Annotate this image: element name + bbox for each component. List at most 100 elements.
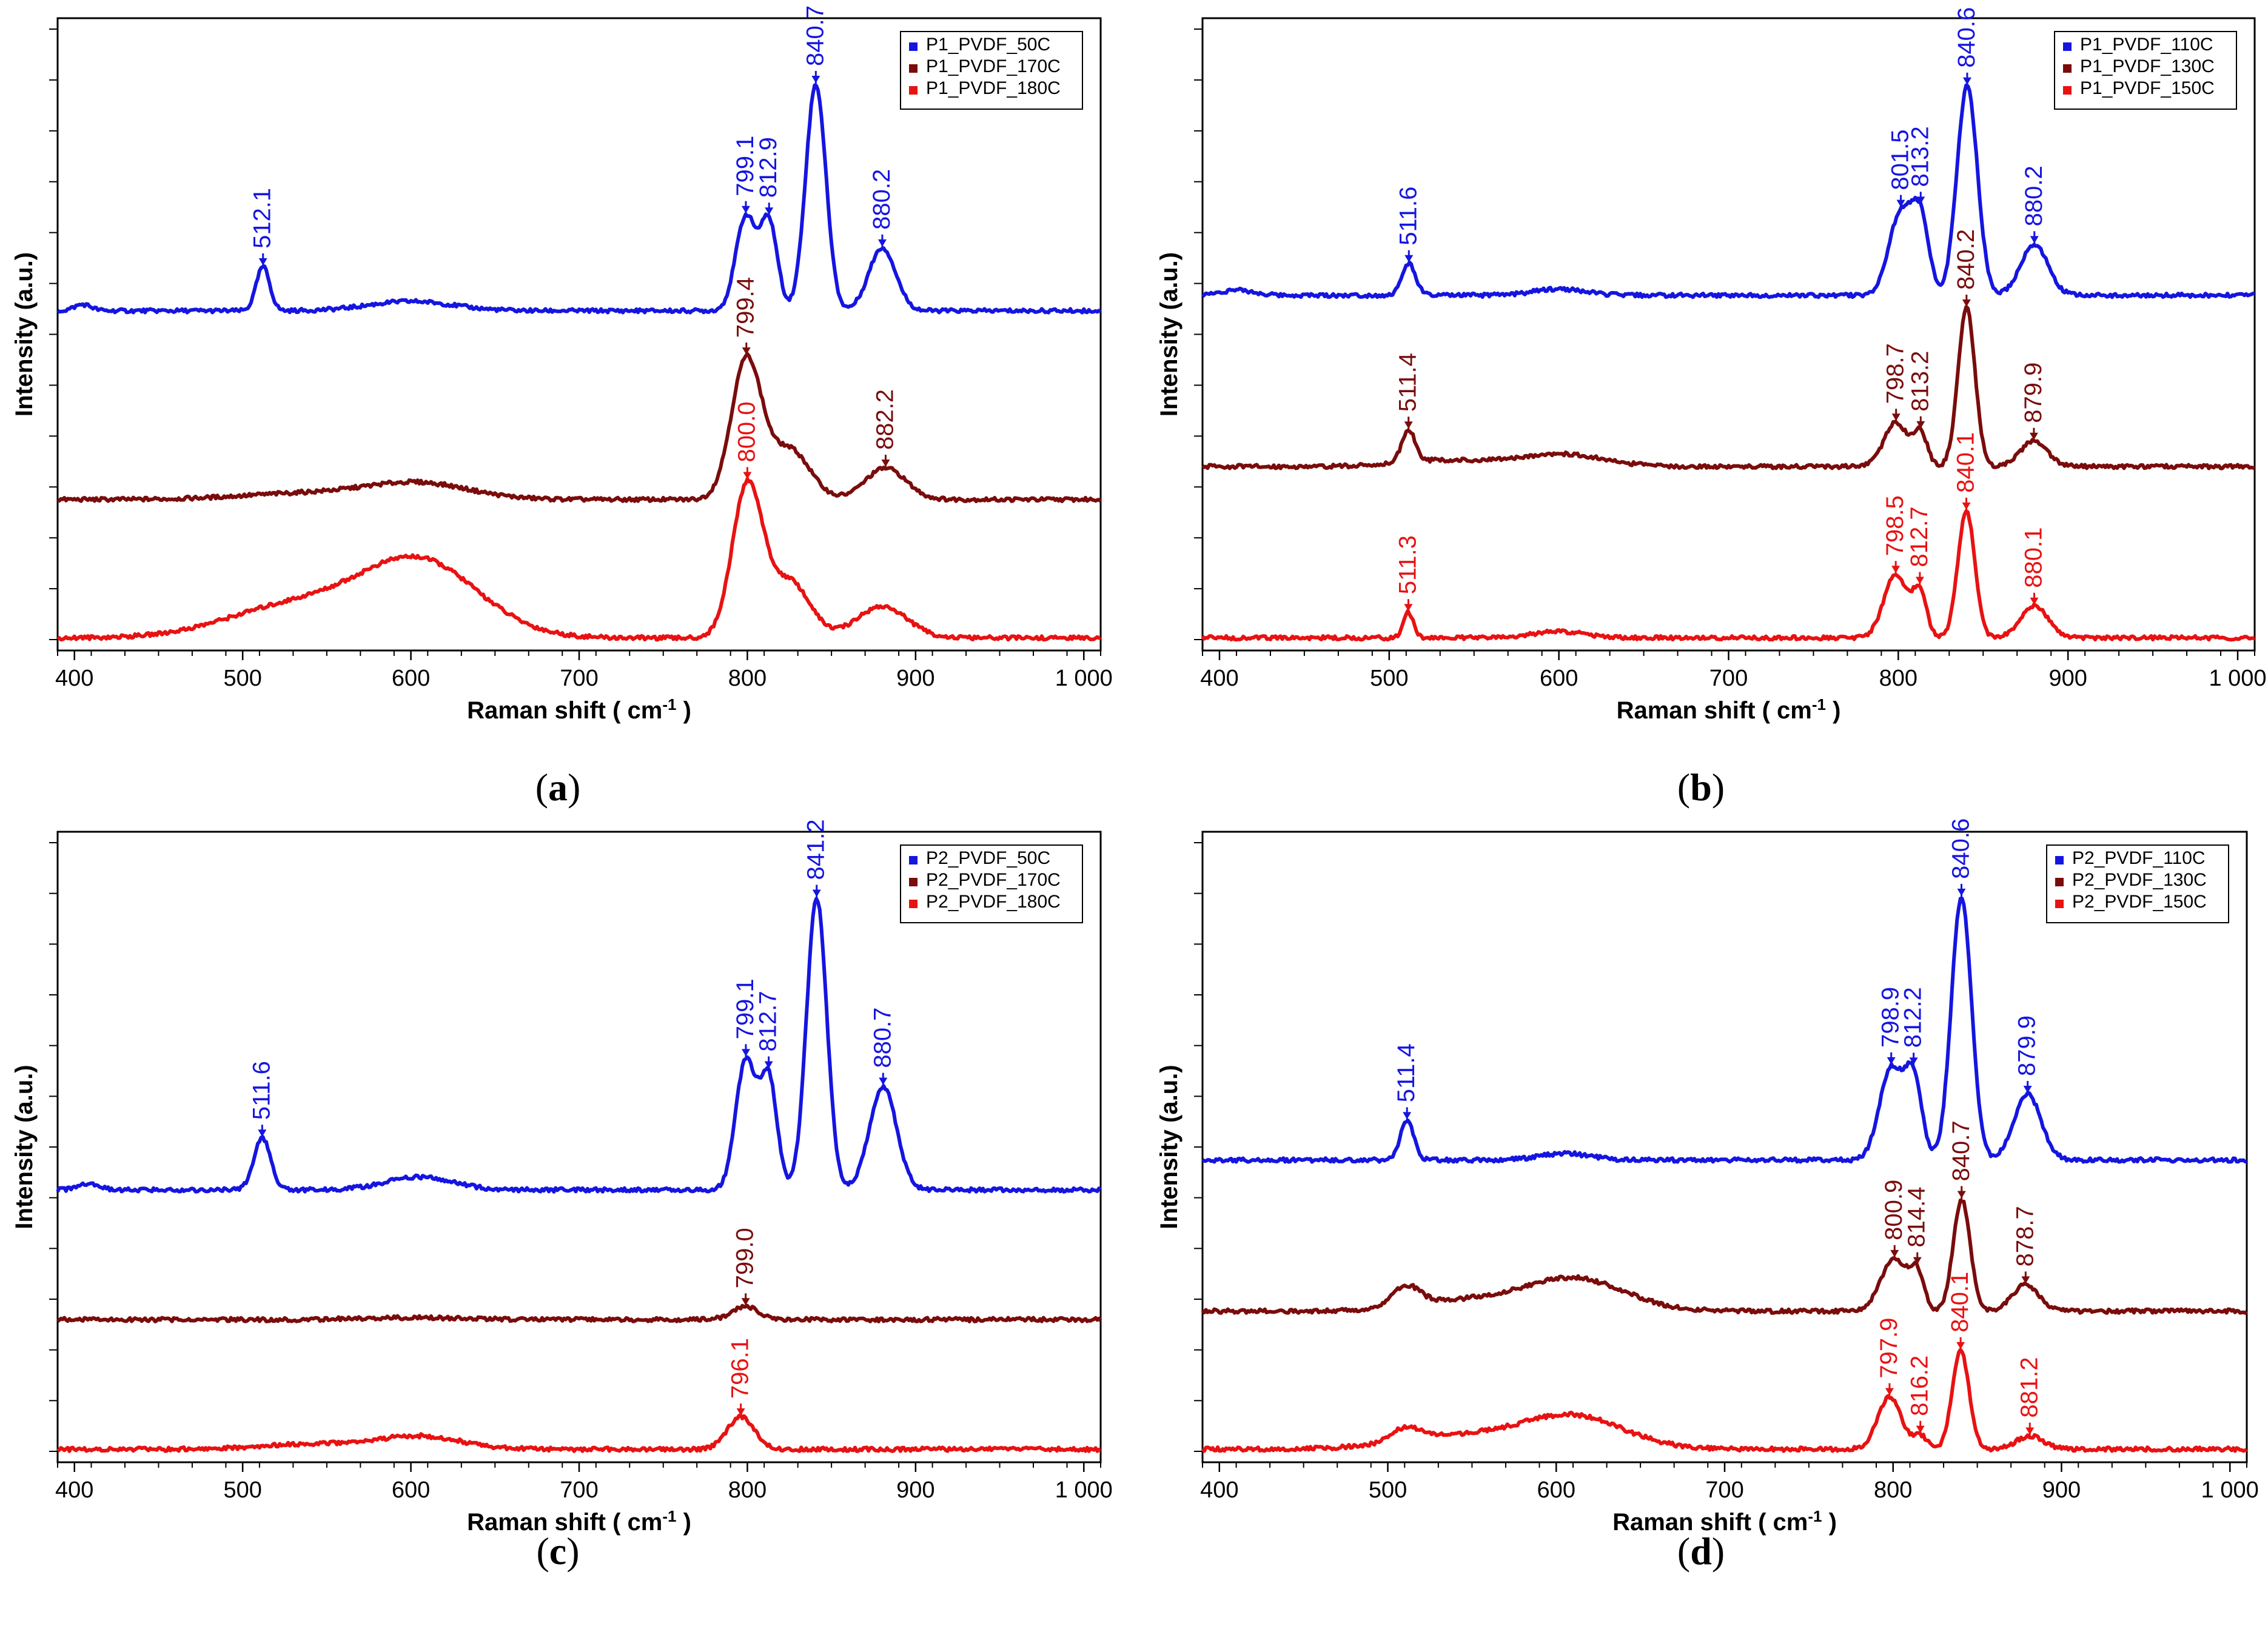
peak-marker-arrow bbox=[1885, 1388, 1894, 1396]
legend-entry: P1_PVDF_170C bbox=[926, 56, 1061, 76]
panel-d: 400 500 600 700 800 900 1 000 Raman shift ( cm-… bbox=[1156, 818, 2259, 1573]
peak-marker-arrow bbox=[1890, 1249, 1899, 1257]
legend-swatch bbox=[2055, 878, 2064, 886]
peak-marker-arrow bbox=[1403, 1112, 1412, 1120]
peak-label: 816.2 bbox=[1907, 1356, 1933, 1416]
peak-marker-arrow bbox=[258, 258, 267, 266]
panel-a: 400 500 600 700 800 900 1 000 Raman shift ( cm-… bbox=[11, 5, 1113, 809]
series-line-P2_PVDF_170C bbox=[56, 1303, 1102, 1323]
peak-marker-arrow bbox=[2023, 1086, 2032, 1094]
y-axis-title: Intensity (a.u.) bbox=[11, 1065, 38, 1229]
peak-marker-arrow bbox=[879, 1077, 888, 1085]
peak-label: 799.1 bbox=[732, 978, 759, 1039]
peak-label: 799.0 bbox=[732, 1228, 759, 1288]
peak-label: 881.2 bbox=[2016, 1357, 2042, 1418]
legend-swatch bbox=[2055, 900, 2064, 908]
legend-swatch bbox=[2055, 856, 2064, 864]
legend-box bbox=[2054, 31, 2237, 110]
peak-marker-arrow bbox=[1404, 604, 1413, 612]
x-tick-label: 800 bbox=[1874, 1477, 1912, 1503]
peak-marker-arrow bbox=[1916, 196, 1925, 204]
peak-marker-arrow bbox=[1962, 299, 1971, 307]
legend-swatch bbox=[909, 86, 918, 95]
x-tick-label: 900 bbox=[2048, 666, 2087, 691]
peak-marker-arrow bbox=[741, 206, 750, 213]
peak-label: 880.7 bbox=[869, 1008, 896, 1068]
peak-marker-arrow bbox=[764, 1061, 773, 1069]
peak-marker-arrow bbox=[1913, 1257, 1922, 1265]
peak-marker-arrow bbox=[881, 460, 890, 467]
x-tick-label: 800 bbox=[728, 666, 767, 691]
x-tick-label: 900 bbox=[2042, 1477, 2081, 1503]
series-line-P2_PVDF_130C bbox=[1201, 1198, 2248, 1315]
peak-label: 797.9 bbox=[1876, 1318, 1902, 1379]
peak-marker-arrow bbox=[743, 472, 752, 480]
peak-label: 798.9 bbox=[1877, 987, 1904, 1048]
peak-marker-arrow bbox=[2021, 1276, 2030, 1284]
x-tick-label: 400 bbox=[1200, 1477, 1238, 1503]
peak-label: 840.7 bbox=[802, 5, 828, 66]
legend-entry: P2_PVDF_180C bbox=[926, 892, 1061, 912]
x-tick-label: 1 000 bbox=[2209, 666, 2266, 691]
y-axis-title: Intensity (a.u.) bbox=[1156, 1065, 1183, 1229]
peak-label: 840.7 bbox=[1948, 1120, 1974, 1181]
series-line-P1_PVDF_110C bbox=[1201, 83, 2255, 299]
legend-entry: P2_PVDF_150C bbox=[2072, 892, 2207, 912]
legend-entry: P1_PVDF_50C bbox=[926, 35, 1050, 55]
peak-label: 880.2 bbox=[2021, 166, 2047, 226]
x-tick-label: 900 bbox=[896, 666, 934, 691]
plot-frame bbox=[1201, 831, 2248, 1463]
peak-marker-arrow bbox=[1896, 199, 1905, 207]
x-tick-label: 500 bbox=[223, 1477, 261, 1503]
plot-frame bbox=[56, 17, 1102, 652]
legend-swatch bbox=[909, 900, 918, 908]
legend-entry: P2_PVDF_110C bbox=[2072, 848, 2206, 868]
peak-label: 799.1 bbox=[732, 136, 759, 196]
peak-label: 511.4 bbox=[1393, 1043, 1420, 1102]
x-tick-label: 800 bbox=[728, 1477, 767, 1503]
peak-marker-arrow bbox=[1956, 1342, 1965, 1349]
panel-caption: (a) bbox=[535, 766, 581, 809]
x-axis-title: Raman shift ( cm-1 ) bbox=[1612, 1507, 1837, 1536]
x-tick-label: 1 000 bbox=[1055, 1477, 1113, 1503]
x-tick-label: 500 bbox=[1370, 666, 1408, 691]
peak-marker-arrow bbox=[2030, 236, 2039, 244]
peak-label: 511.6 bbox=[1395, 187, 1421, 246]
peak-marker-arrow bbox=[1962, 502, 1971, 510]
x-axis-title: Raman shift ( cm-1 ) bbox=[467, 1507, 691, 1536]
peak-marker-arrow bbox=[1404, 421, 1413, 429]
x-tick-label: 600 bbox=[1537, 1477, 1575, 1503]
legend-swatch bbox=[2063, 86, 2072, 95]
peak-marker-arrow bbox=[877, 239, 887, 247]
peak-label: 879.9 bbox=[2014, 1015, 2041, 1076]
x-tick-label: 600 bbox=[392, 1477, 430, 1503]
legend-box bbox=[900, 844, 1083, 923]
series-line-P1_PVDF_130C bbox=[1201, 305, 2255, 470]
x-tick-label: 500 bbox=[1369, 1477, 1407, 1503]
y-axis-title: Intensity (a.u.) bbox=[1156, 252, 1183, 416]
peak-marker-arrow bbox=[1891, 413, 1901, 421]
series-line-P1_PVDF_170C bbox=[57, 352, 1102, 503]
legend-box bbox=[900, 31, 1083, 110]
legend-entry: P2_PVDF_130C bbox=[2072, 870, 2207, 890]
peak-label: 882.2 bbox=[871, 389, 898, 450]
peak-marker-arrow bbox=[1957, 888, 1966, 896]
x-tick-label: 500 bbox=[223, 666, 261, 691]
legend-swatch bbox=[2063, 42, 2072, 51]
peak-label: 812.7 bbox=[755, 991, 782, 1051]
panel-caption: (d) bbox=[1677, 1530, 1725, 1573]
peak-marker-arrow bbox=[1916, 421, 1925, 429]
peak-label: 801.5 bbox=[1887, 130, 1914, 190]
legend-swatch bbox=[909, 64, 918, 73]
peak-marker-arrow bbox=[1915, 577, 1924, 584]
peak-marker-arrow bbox=[741, 1298, 750, 1306]
peak-label: 840.6 bbox=[1948, 818, 1974, 879]
x-tick-label: 900 bbox=[896, 1477, 934, 1503]
peak-marker-arrow bbox=[741, 1049, 750, 1057]
plot-frame bbox=[56, 831, 1102, 1463]
legend-entry: P2_PVDF_170C bbox=[926, 870, 1061, 890]
legend-entry: P2_PVDF_50C bbox=[926, 848, 1050, 868]
peak-label: 814.4 bbox=[1904, 1187, 1930, 1248]
peak-marker-arrow bbox=[736, 1408, 745, 1416]
